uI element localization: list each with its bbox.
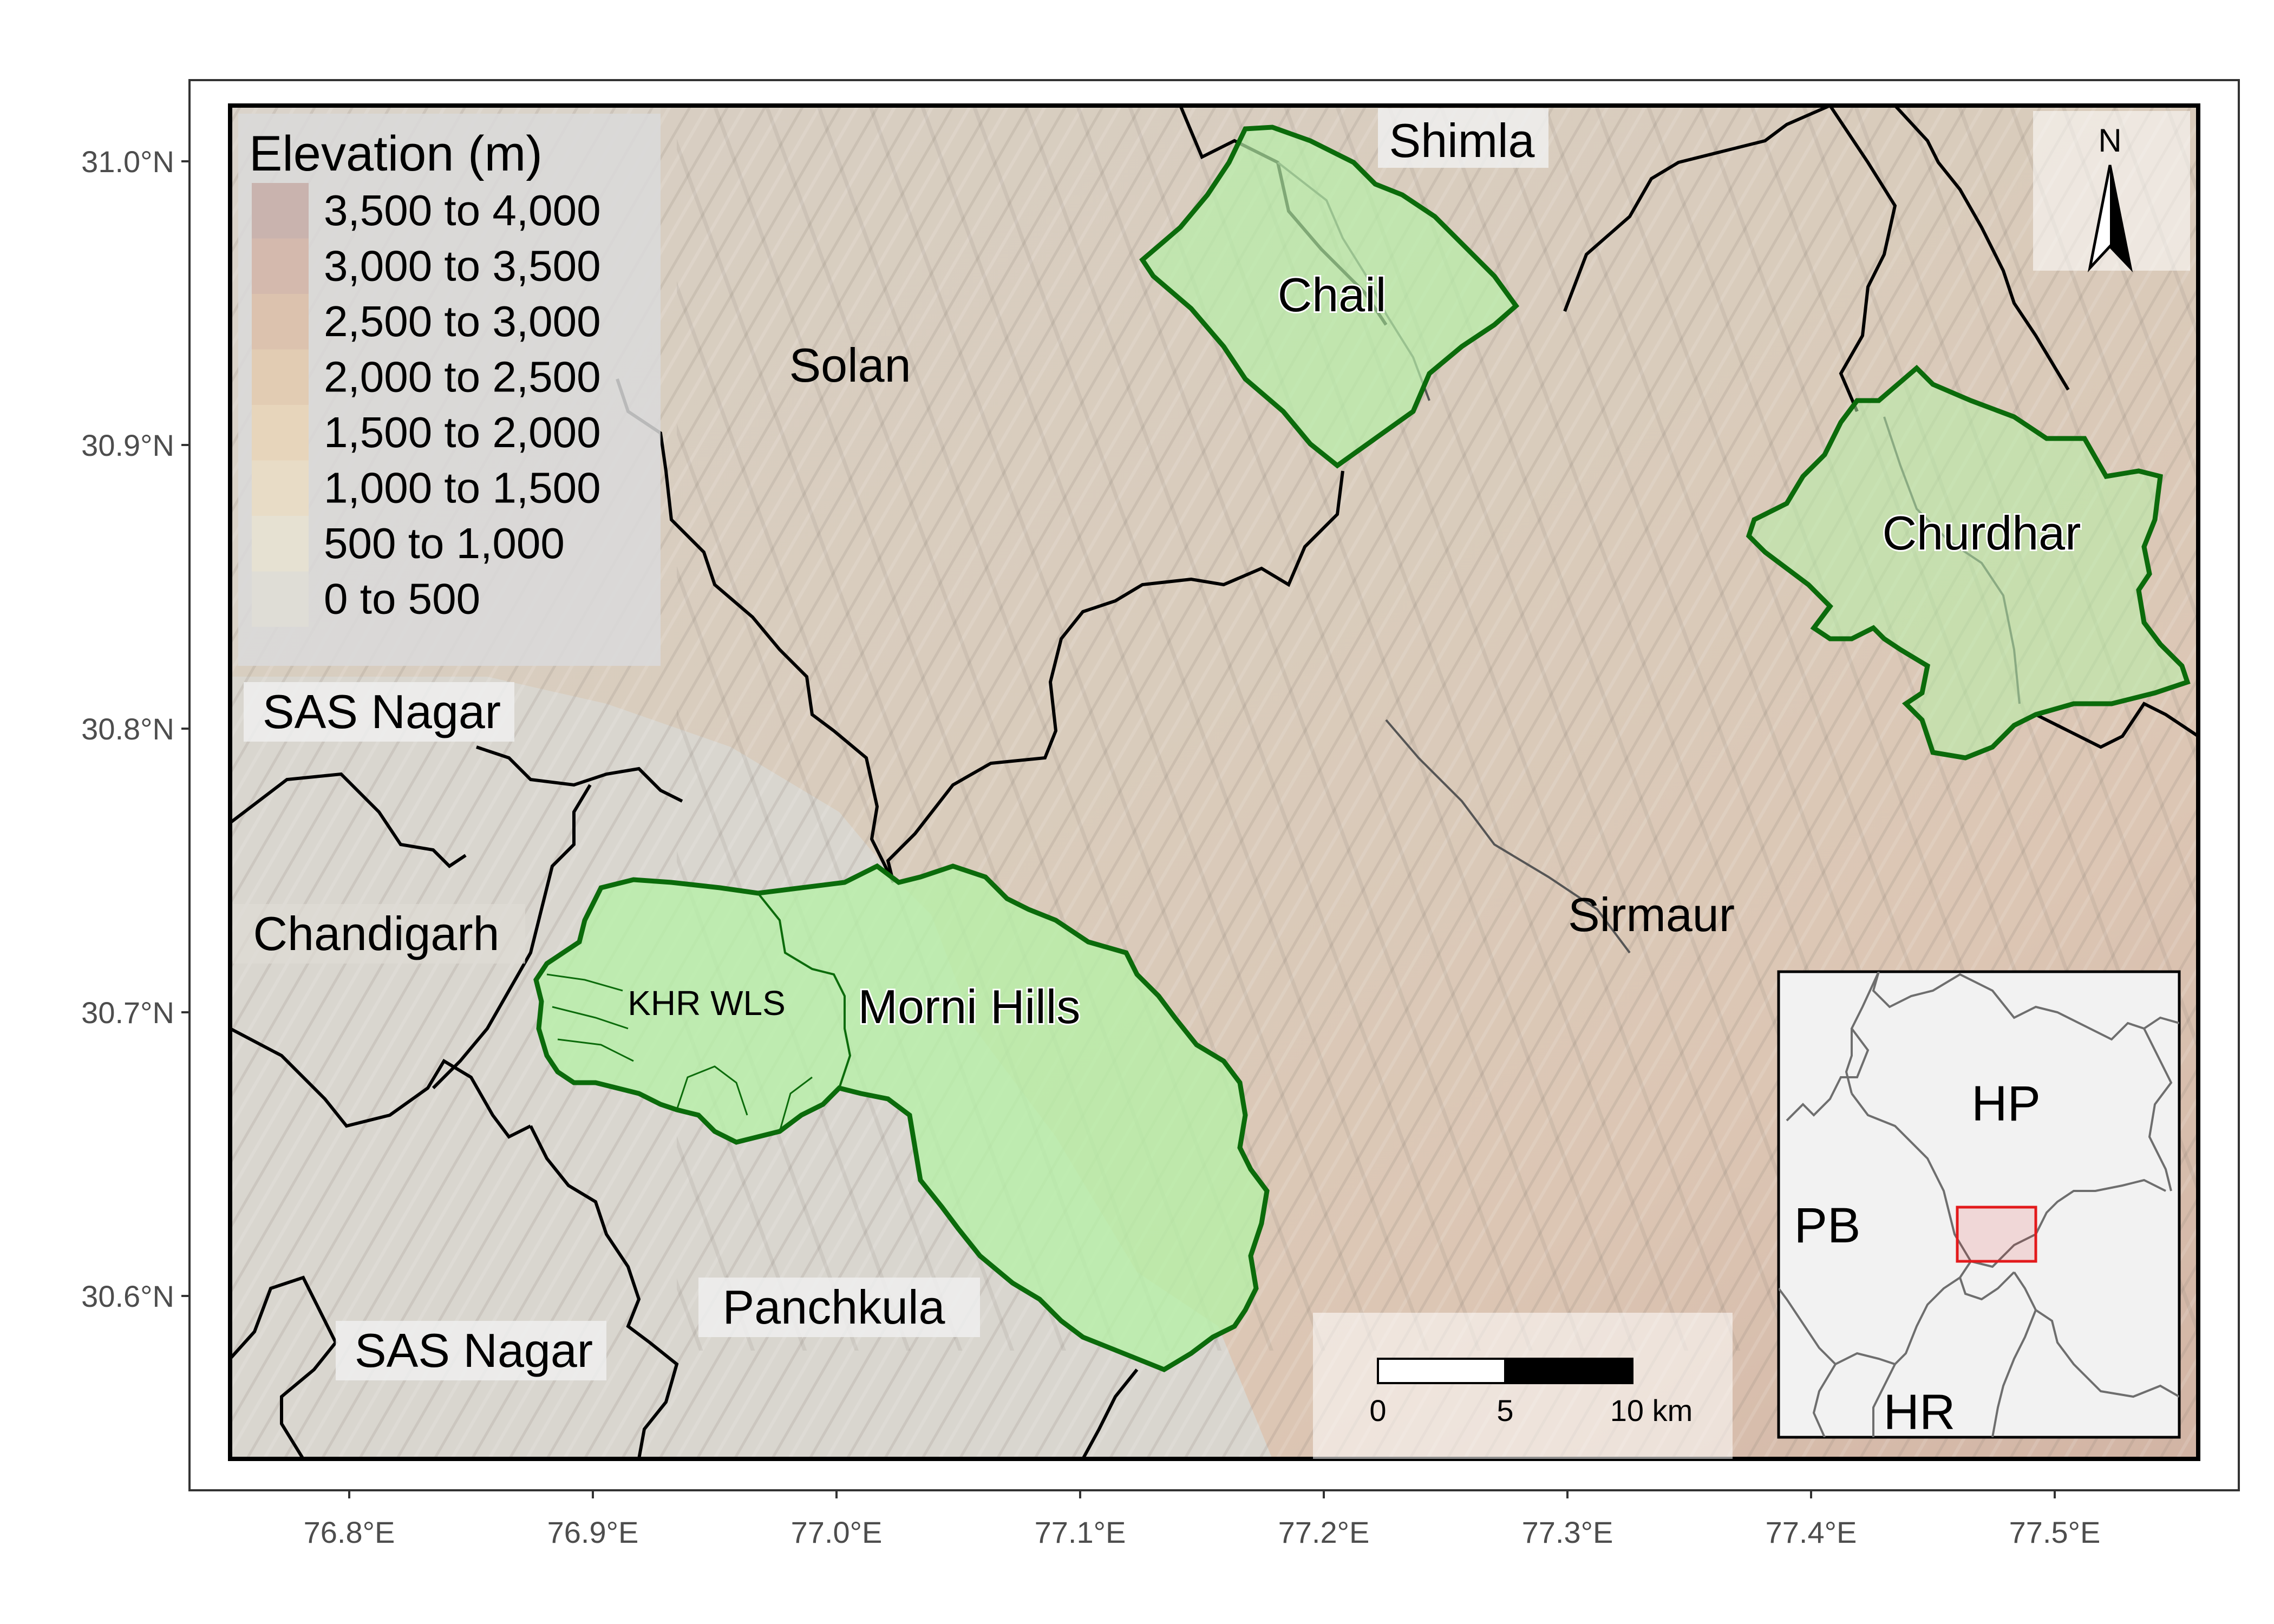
inset-study-area-box	[1956, 1206, 2037, 1263]
legend-item-label: 0 to 500	[324, 575, 480, 623]
legend-swatch	[252, 294, 309, 350]
map-frame	[228, 103, 2200, 1461]
legend-item-label: 2,000 to 2,500	[324, 353, 601, 401]
y-tick-label: 31.0°N	[81, 145, 174, 179]
district-label-sas-nagar-north: SAS Nagar	[263, 685, 501, 738]
district-labels: Shimla Solan SAS Nagar Chandigarh Sirmau…	[233, 108, 1735, 1380]
district-label-shimla: Shimla	[1389, 114, 1535, 167]
protected-areas	[533, 125, 2191, 1373]
legend-item-label: 2,500 to 3,000	[324, 297, 601, 345]
x-tick-label: 76.9°E	[547, 1515, 639, 1549]
scale-bar: 0 5 10 km	[1313, 1313, 1733, 1459]
district-label-sas-nagar-south: SAS Nagar	[355, 1324, 593, 1377]
khr-wls-polygon	[534, 878, 852, 1144]
y-tick-label: 30.6°N	[81, 1279, 174, 1313]
north-arrow-label: N	[2098, 122, 2121, 159]
legend-item-label: 3,500 to 4,000	[324, 186, 601, 234]
legend-swatch	[252, 516, 309, 572]
legend-title: Elevation (m)	[249, 126, 543, 181]
x-tick-label: 76.8°E	[304, 1515, 395, 1549]
legend-item-label: 500 to 1,000	[324, 519, 565, 567]
legend-swatch	[252, 460, 309, 516]
y-axis: 31.0°N 30.9°N 30.8°N 30.7°N 30.6°N	[81, 145, 190, 1313]
area-label-chail: Chail	[1278, 268, 1387, 322]
legend-item-label: 1,500 to 2,000	[324, 408, 601, 456]
x-tick-label: 77.3°E	[1522, 1515, 1613, 1549]
churdhar-polygon	[1746, 364, 2191, 761]
district-label-solan: Solan	[789, 338, 911, 392]
legend-swatch	[252, 183, 309, 239]
legend-item-label: 3,000 to 3,500	[324, 242, 601, 290]
chail-polygon	[1139, 125, 1520, 469]
x-tick-label: 77.4°E	[1766, 1515, 1857, 1549]
legend-swatch	[252, 405, 309, 461]
inset-label-pb: PB	[1794, 1198, 1861, 1253]
x-tick-label: 77.0°E	[791, 1515, 883, 1549]
x-tick-label: 77.5°E	[2009, 1515, 2101, 1549]
inset-label-hp: HP	[1971, 1076, 2041, 1131]
district-label-chandigarh: Chandigarh	[253, 907, 500, 960]
legend-item-label: 1,000 to 1,500	[324, 464, 601, 512]
x-tick-label: 77.1°E	[1035, 1515, 1126, 1549]
legend-swatch	[252, 349, 309, 405]
scale-tick-5: 5	[1497, 1393, 1513, 1427]
area-label-churdhar: Churdhar	[1883, 506, 2081, 560]
scale-tick-10: 10 km	[1610, 1393, 1693, 1427]
inset-label-hr: HR	[1884, 1385, 1956, 1440]
protected-area-labels: Chail Churdhar Morni Hills KHR WLS	[628, 266, 2082, 1035]
y-tick-label: 30.9°N	[81, 428, 174, 462]
legend-swatch	[252, 238, 309, 294]
y-tick-label: 30.8°N	[81, 712, 174, 746]
scale-tick-0: 0	[1369, 1393, 1386, 1427]
district-label-sirmaur: Sirmaur	[1568, 888, 1735, 941]
inset-map: HP PB HR	[1777, 970, 2181, 1440]
north-arrow: N	[2033, 111, 2190, 273]
x-axis: 76.8°E 76.9°E 77.0°E 77.1°E 77.2°E 77.3°E 77.4…	[304, 1490, 2101, 1549]
legend-swatch	[252, 571, 309, 627]
y-tick-label: 30.7°N	[81, 996, 174, 1030]
district-boundaries	[230, 106, 2198, 1459]
area-label-morni-hills: Morni Hills	[858, 980, 1081, 1033]
elevation-legend: Elevation (m) 3,500 to 4,000 3,000 to 3,5…	[238, 114, 661, 666]
x-tick-label: 77.2°E	[1278, 1515, 1370, 1549]
area-label-khr-wls: KHR WLS	[628, 984, 786, 1023]
district-label-panchkula: Panchkula	[723, 1280, 945, 1334]
